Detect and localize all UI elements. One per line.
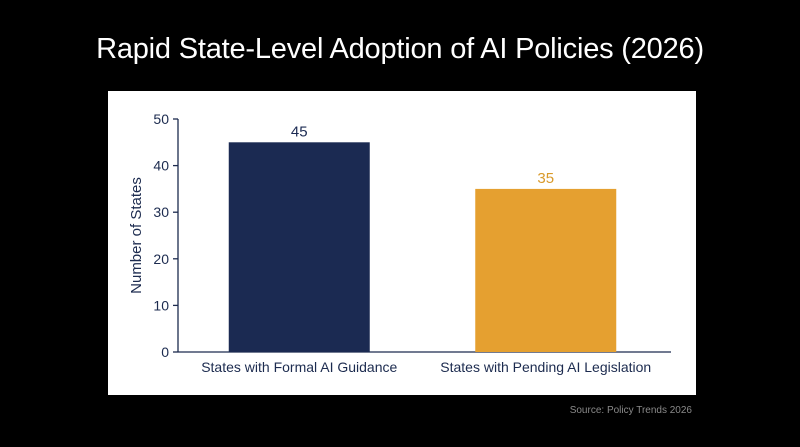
bar-value-label: 45 [291, 123, 308, 140]
y-tick-label: 10 [153, 297, 169, 313]
bar [228, 142, 370, 352]
bar [475, 188, 617, 352]
y-tick-label: 30 [153, 204, 169, 220]
x-category-label: States with Pending AI Legislation [440, 359, 651, 375]
y-axis-label: Number of States [128, 177, 145, 294]
y-tick-label: 50 [153, 111, 169, 127]
source-note: Source: Policy Trends 2026 [569, 405, 692, 416]
bar-chart: 0 10 20 30 40 50 Number of States 45 States with… [128, 111, 671, 375]
chart-title: Rapid State-Level Adoption of AI Policie… [96, 33, 704, 65]
y-tick-label: 20 [153, 251, 169, 267]
chart-panel: 0 10 20 30 40 50 Number of States 45 States with… [108, 91, 696, 395]
y-tick-label: 0 [161, 344, 169, 360]
x-category-label: States with Formal AI Guidance [201, 359, 397, 375]
bar-value-label: 35 [537, 170, 554, 187]
y-tick-label: 40 [153, 158, 169, 174]
